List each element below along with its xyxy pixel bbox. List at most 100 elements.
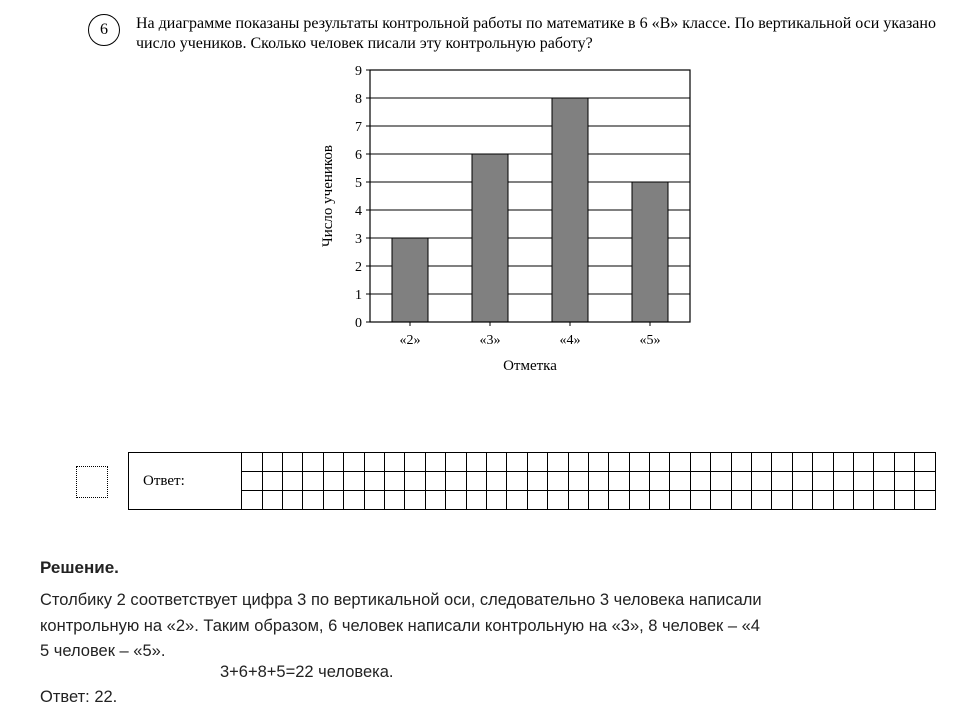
- answer-cell: [548, 491, 568, 510]
- solution-body: Столбику 2 соответствует цифра 3 по верт…: [40, 588, 940, 665]
- answer-cell: [486, 453, 506, 472]
- answer-cell: [548, 472, 568, 491]
- answer-cell: [384, 472, 404, 491]
- answer-cell: [670, 472, 690, 491]
- solution-heading: Решение.: [40, 558, 940, 578]
- svg-text:0: 0: [355, 316, 362, 331]
- answer-cell: [486, 472, 506, 491]
- answer-cell: [731, 472, 751, 491]
- answer-cell: [792, 453, 812, 472]
- answer-cell: [650, 491, 670, 510]
- svg-text:9: 9: [355, 64, 362, 79]
- svg-text:Число учеников: Число учеников: [320, 145, 336, 247]
- answer-cell: [588, 472, 608, 491]
- answer-cell: [609, 472, 629, 491]
- bar-chart: 0123456789«2»«3»«4»«5»Число учениковОтме…: [310, 60, 710, 380]
- solution-line: контрольную на «2». Таким образом, 6 чел…: [40, 614, 940, 640]
- answer-cell: [364, 453, 384, 472]
- answer-cell: [894, 491, 914, 510]
- answer-label-cell: Ответ:: [129, 472, 242, 491]
- answer-cell: [833, 491, 853, 510]
- svg-text:4: 4: [355, 204, 362, 219]
- svg-text:2: 2: [355, 260, 362, 275]
- answer-cell: [711, 472, 731, 491]
- answer-cell: [364, 472, 384, 491]
- answer-cell: [853, 453, 873, 472]
- answer-cell: [303, 472, 323, 491]
- answer-cell: [364, 491, 384, 510]
- svg-text:8: 8: [355, 92, 362, 107]
- answer-cell: [690, 491, 710, 510]
- answer-cell: [425, 453, 445, 472]
- answer-cell: [772, 491, 792, 510]
- answer-cell: [629, 472, 649, 491]
- answer-cell: [283, 453, 303, 472]
- answer-cell: [731, 491, 751, 510]
- answer-cell: [507, 472, 527, 491]
- answer-cell: [670, 491, 690, 510]
- svg-text:«3»: «3»: [480, 333, 501, 348]
- answer-cell: [609, 491, 629, 510]
- answer-cell: [344, 491, 364, 510]
- answer-cell: [446, 472, 466, 491]
- answer-cell: [609, 453, 629, 472]
- answer-cell: [527, 453, 547, 472]
- answer-cell: [568, 491, 588, 510]
- svg-text:«2»: «2»: [400, 333, 421, 348]
- answer-cell: [588, 453, 608, 472]
- answer-cell: [262, 491, 282, 510]
- svg-text:«5»: «5»: [640, 333, 661, 348]
- answer-cell: [344, 453, 364, 472]
- solution-section: Решение. Столбику 2 соответствует цифра …: [40, 558, 940, 707]
- answer-cell: [833, 472, 853, 491]
- answer-cell: [915, 453, 936, 472]
- answer-cell: [731, 453, 751, 472]
- answer-cell: [527, 491, 547, 510]
- answer-cell: [568, 472, 588, 491]
- answer-cell: [915, 472, 936, 491]
- answer-cell: [772, 472, 792, 491]
- answer-cell: [405, 453, 425, 472]
- answer-cell: [303, 453, 323, 472]
- answer-cell: [813, 453, 833, 472]
- problem-statement: На диаграмме показаны результаты контрол…: [136, 14, 936, 54]
- answer-cell: [874, 472, 894, 491]
- answer-cell: [323, 472, 343, 491]
- answer-cell: [711, 491, 731, 510]
- solution-final-answer: Ответ: 22.: [40, 688, 940, 707]
- answer-cell: [670, 453, 690, 472]
- answer-cell: [548, 453, 568, 472]
- answer-cell: [323, 491, 343, 510]
- answer-label-cell: [129, 491, 242, 510]
- answer-grid: Ответ:: [128, 452, 936, 510]
- answer-cell: [792, 472, 812, 491]
- answer-cell: [650, 472, 670, 491]
- answer-cell: [752, 472, 772, 491]
- answer-cell: [425, 491, 445, 510]
- answer-cell: [853, 491, 873, 510]
- answer-checkbox-placeholder: [76, 466, 108, 498]
- answer-cell: [792, 491, 812, 510]
- answer-cell: [466, 491, 486, 510]
- svg-text:7: 7: [355, 120, 362, 135]
- answer-cell: [283, 472, 303, 491]
- answer-cell: [853, 472, 873, 491]
- answer-cell: [344, 472, 364, 491]
- solution-calculation: 3+6+8+5=22 человека.: [220, 663, 940, 682]
- answer-cell: [813, 491, 833, 510]
- answer-cell: [466, 453, 486, 472]
- answer-cell: [262, 472, 282, 491]
- solution-line: 5 человек – «5».: [40, 639, 940, 665]
- answer-cell: [772, 453, 792, 472]
- answer-cell: [303, 491, 323, 510]
- answer-cell: [690, 453, 710, 472]
- answer-cell: [242, 491, 262, 510]
- svg-text:«4»: «4»: [560, 333, 581, 348]
- answer-cell: [874, 453, 894, 472]
- answer-cell: [915, 491, 936, 510]
- answer-cell: [242, 453, 262, 472]
- svg-text:5: 5: [355, 176, 362, 191]
- svg-text:1: 1: [355, 288, 362, 303]
- answer-cell: [629, 453, 649, 472]
- answer-cell: [262, 453, 282, 472]
